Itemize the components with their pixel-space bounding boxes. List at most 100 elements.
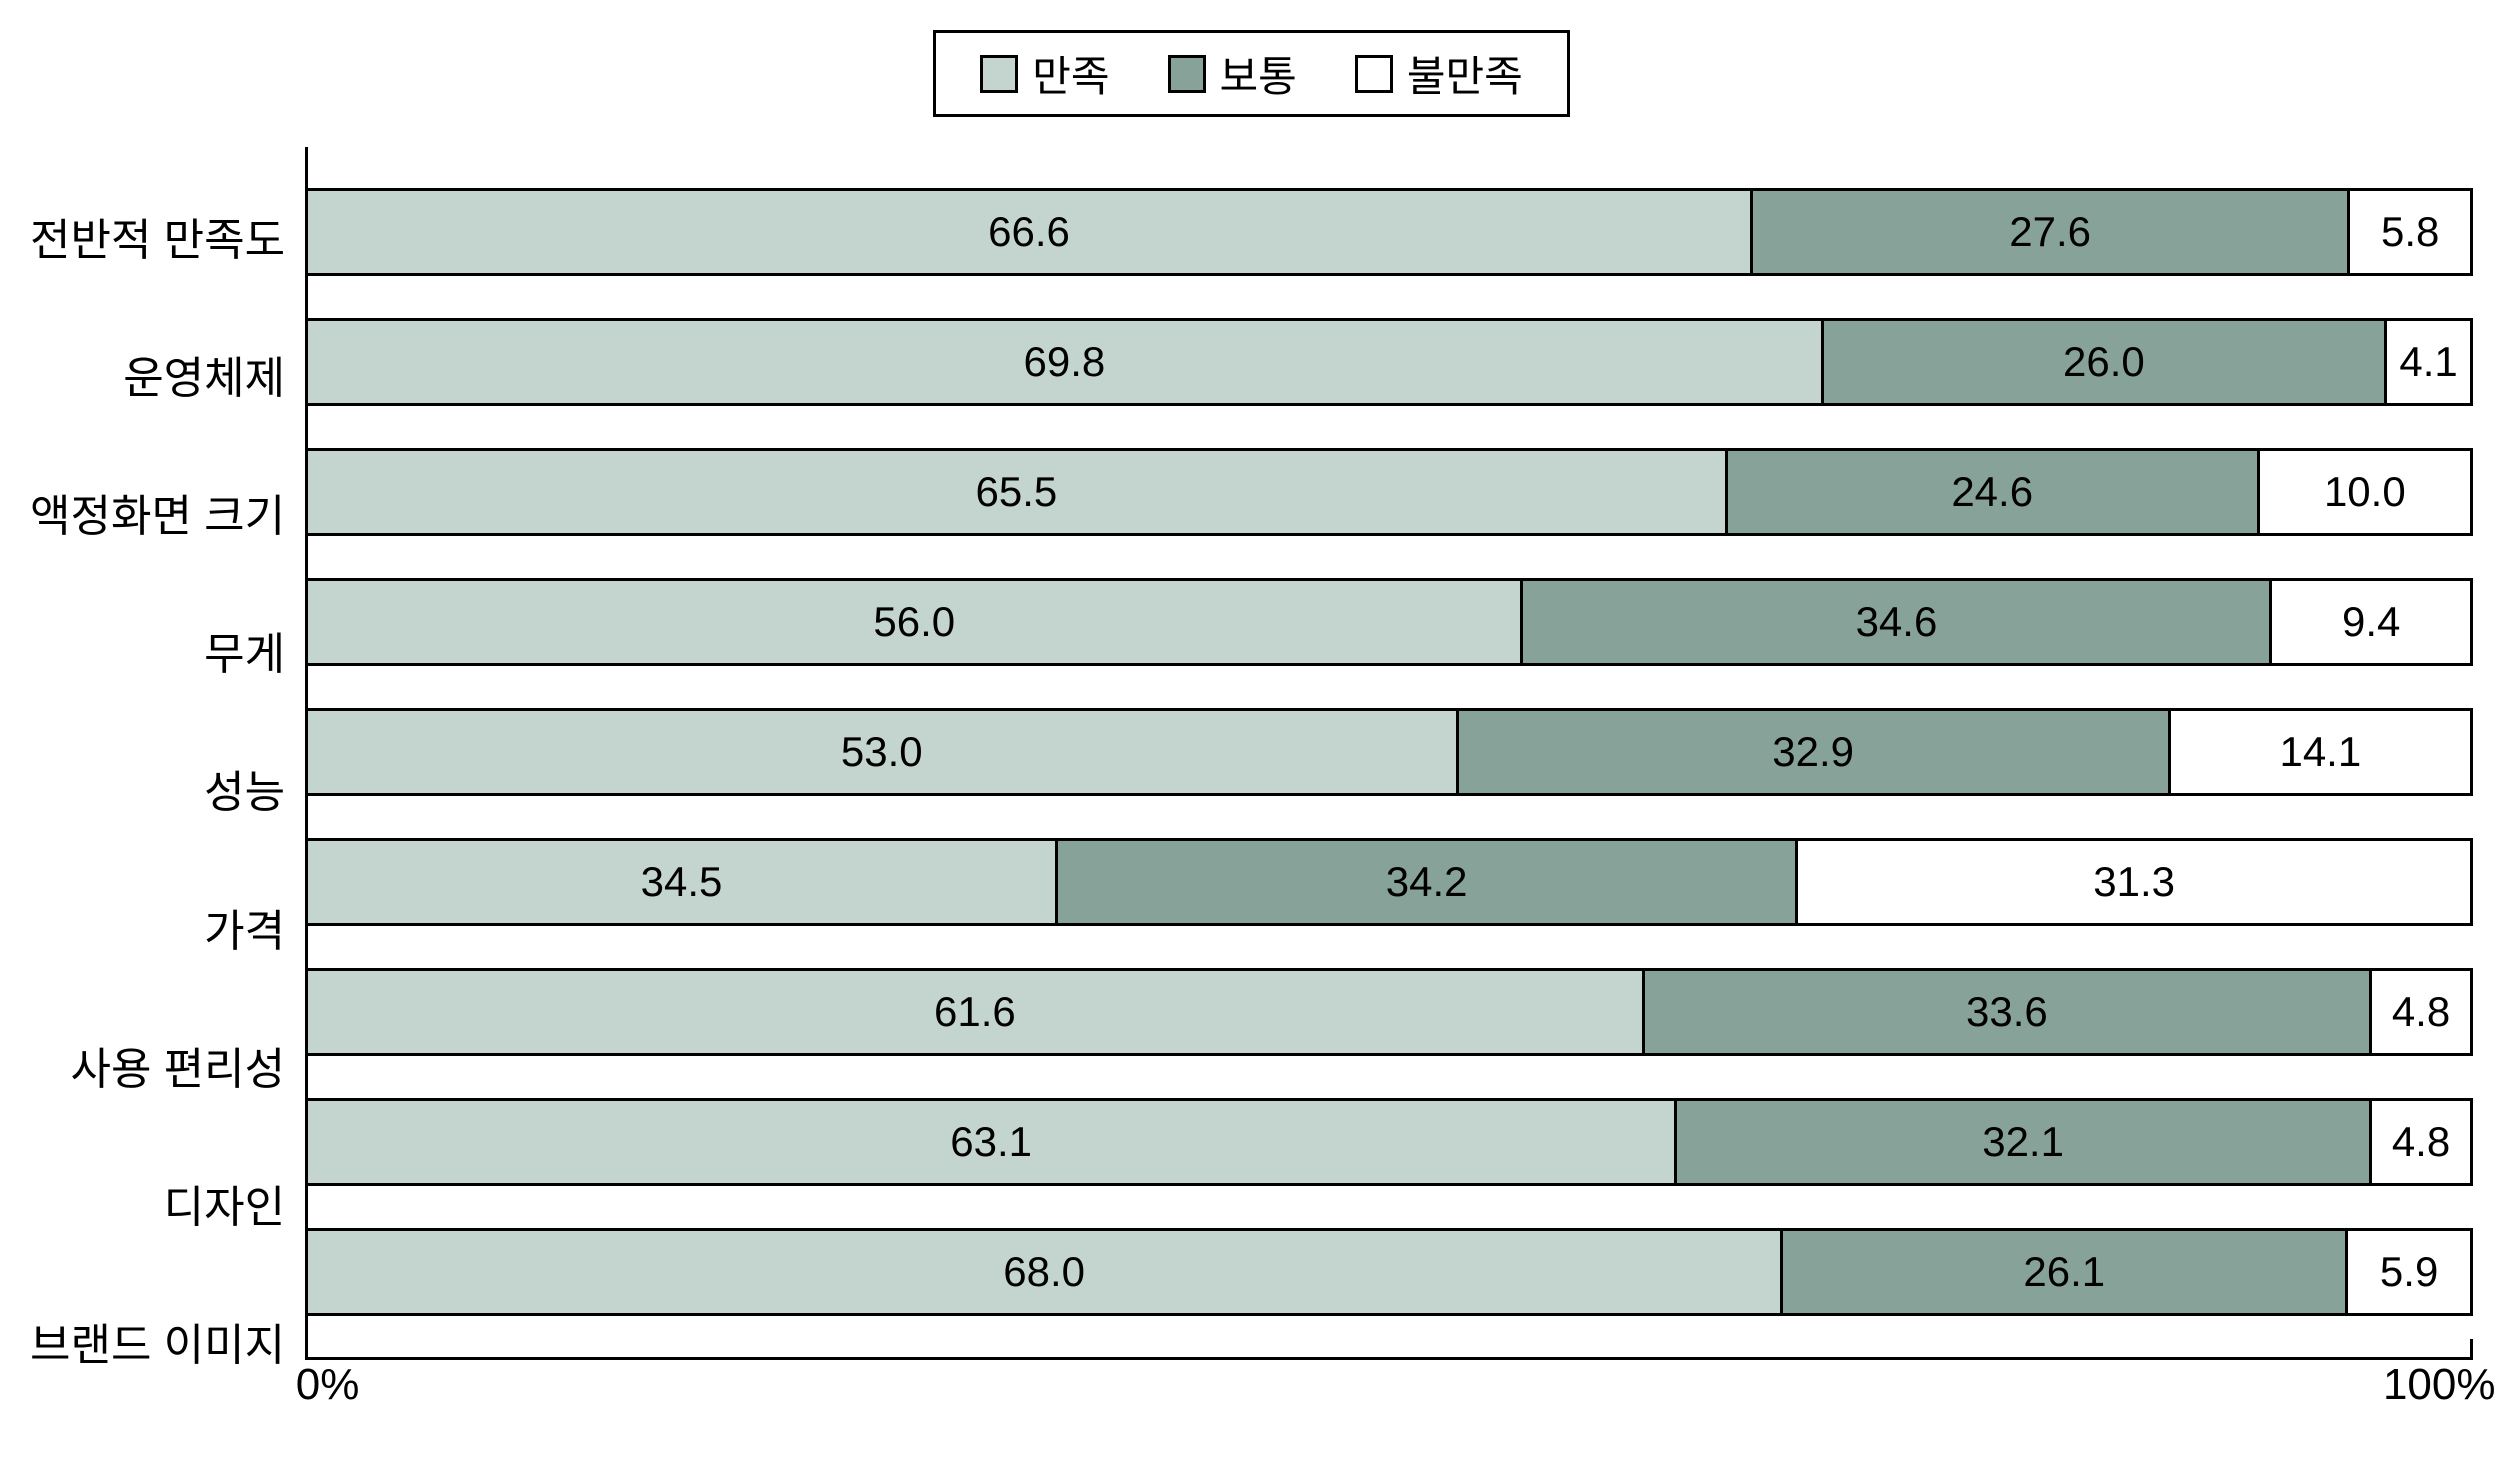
bar-segment-s2: 32.1	[1674, 1098, 2369, 1186]
bar-value: 61.6	[934, 988, 1016, 1036]
bar-value: 32.9	[1772, 728, 1854, 776]
y-label: 브랜드 이미지	[30, 1276, 285, 1406]
bar-segment-s1: 61.6	[308, 968, 1642, 1056]
bar-segment-s2: 26.0	[1821, 318, 2384, 406]
bar-segment-s3: 5.8	[2347, 188, 2473, 276]
bar-value: 34.6	[1856, 598, 1938, 646]
bar-row: 61.6 33.6 4.8	[308, 947, 2473, 1077]
bar-value: 69.8	[1024, 338, 1106, 386]
bar-row: 63.1 32.1 4.8	[308, 1077, 2473, 1207]
bar-value: 5.9	[2380, 1248, 2438, 1296]
bar-segment-s1: 34.5	[308, 838, 1055, 926]
bar: 56.0 34.6 9.4	[308, 578, 2473, 666]
bar-value: 34.5	[641, 858, 723, 906]
legend-swatch-s2	[1168, 55, 1206, 93]
bar-value: 26.1	[2023, 1248, 2105, 1296]
bar-value: 53.0	[841, 728, 923, 776]
bar-value: 10.0	[2324, 468, 2406, 516]
bar-row: 34.5 34.2 31.3	[308, 817, 2473, 947]
stacked-bar-chart: 만족 보통 불만족 전반적 만족도운영체제액정화면 크기무게성능가격사용 편리성디자…	[30, 30, 2473, 1430]
bar-segment-s1: 63.1	[308, 1098, 1674, 1186]
plot-area: 66.6 27.6 5.8 69.8 26.0 4.1 65.5 24.6 10.0 56.0 34…	[305, 147, 2473, 1360]
bar-segment-s3: 31.3	[1795, 838, 2473, 926]
y-label: 운영체제	[30, 309, 285, 439]
bar: 65.5 24.6 10.0	[308, 448, 2473, 536]
legend-item-s3: 불만족	[1355, 43, 1523, 104]
bar-value: 14.1	[2279, 728, 2361, 776]
bar-value: 34.2	[1386, 858, 1468, 906]
y-label: 액정화면 크기	[30, 447, 285, 577]
bar-segment-s3: 5.9	[2345, 1228, 2473, 1316]
bar-value: 65.5	[976, 468, 1058, 516]
plot: 전반적 만족도운영체제액정화면 크기무게성능가격사용 편리성디자인브랜드 이미지…	[30, 147, 2473, 1430]
bar-value: 33.6	[1966, 988, 2048, 1036]
bar-segment-s3: 14.1	[2168, 708, 2473, 796]
bar-segment-s1: 65.5	[308, 448, 1725, 536]
bar-row: 53.0 32.9 14.1	[308, 687, 2473, 817]
legend-item-s1: 만족	[980, 43, 1109, 104]
legend: 만족 보통 불만족	[30, 30, 2473, 117]
bar-segment-s1: 53.0	[308, 708, 1455, 796]
y-label: 전반적 만족도	[30, 171, 285, 301]
bar-segment-s1: 66.6	[308, 188, 1750, 276]
bar-segment-s3: 9.4	[2269, 578, 2472, 666]
bar-segment-s2: 34.6	[1520, 578, 2269, 666]
bar-segment-s2: 34.2	[1055, 838, 1795, 926]
y-label: 디자인	[30, 1138, 285, 1268]
bar-segment-s3: 4.8	[2369, 968, 2473, 1056]
bar: 34.5 34.2 31.3	[308, 838, 2473, 926]
bar: 66.6 27.6 5.8	[308, 188, 2473, 276]
x-tick-mark-100	[2470, 1339, 2473, 1357]
legend-label-s3: 불만족	[1407, 43, 1523, 104]
y-label: 성능	[30, 723, 285, 853]
y-axis-labels: 전반적 만족도운영체제액정화면 크기무게성능가격사용 편리성디자인브랜드 이미지	[30, 147, 305, 1430]
bar-value: 56.0	[873, 598, 955, 646]
bar-segment-s3: 4.8	[2369, 1098, 2473, 1186]
legend-label-s1: 만족	[1032, 43, 1109, 104]
bar-segment-s1: 56.0	[308, 578, 1520, 666]
bar-segment-s2: 24.6	[1725, 448, 2257, 536]
legend-swatch-s1	[980, 55, 1018, 93]
bar-value: 68.0	[1003, 1248, 1085, 1296]
bar-value: 66.6	[988, 208, 1070, 256]
y-label: 가격	[30, 862, 285, 992]
legend-swatch-s3	[1355, 55, 1393, 93]
bar: 69.8 26.0 4.1	[308, 318, 2473, 406]
bar-value: 63.1	[950, 1118, 1032, 1166]
bar-value: 26.0	[2063, 338, 2145, 386]
bar-value: 5.8	[2381, 208, 2439, 256]
legend-box: 만족 보통 불만족	[933, 30, 1569, 117]
bar-row: 65.5 24.6 10.0	[308, 427, 2473, 557]
bar: 63.1 32.1 4.8	[308, 1098, 2473, 1186]
bar-value: 4.8	[2392, 988, 2450, 1036]
bar-segment-s3: 4.1	[2384, 318, 2473, 406]
bar-segment-s2: 26.1	[1780, 1228, 2345, 1316]
legend-label-s2: 보통	[1220, 43, 1297, 104]
bar-value: 4.8	[2392, 1118, 2450, 1166]
x-tick-100: 100%	[2383, 1360, 2496, 1410]
bar-segment-s1: 68.0	[308, 1228, 1780, 1316]
bar-segment-s2: 27.6	[1750, 188, 2348, 276]
bar-value: 27.6	[2009, 208, 2091, 256]
bar-value: 9.4	[2342, 598, 2400, 646]
x-tick-0: 0%	[296, 1360, 360, 1410]
bar-row: 69.8 26.0 4.1	[308, 297, 2473, 427]
bar: 61.6 33.6 4.8	[308, 968, 2473, 1056]
bar-segment-s3: 10.0	[2257, 448, 2473, 536]
bar-value: 32.1	[1982, 1118, 2064, 1166]
bar-row: 66.6 27.6 5.8	[308, 167, 2473, 297]
bar-value: 24.6	[1951, 468, 2033, 516]
bar-segment-s2: 32.9	[1456, 708, 2168, 796]
bar-value: 31.3	[2093, 858, 2175, 906]
bar: 53.0 32.9 14.1	[308, 708, 2473, 796]
y-label: 무게	[30, 585, 285, 715]
bar: 68.0 26.1 5.9	[308, 1228, 2473, 1316]
x-axis: 0% 100%	[305, 1360, 2473, 1430]
bar-value: 4.1	[2399, 338, 2457, 386]
legend-item-s2: 보통	[1168, 43, 1297, 104]
y-label: 사용 편리성	[30, 1000, 285, 1130]
bar-row: 56.0 34.6 9.4	[308, 557, 2473, 687]
bar-row: 68.0 26.1 5.9	[308, 1207, 2473, 1337]
bar-segment-s1: 69.8	[308, 318, 1821, 406]
bar-segment-s2: 33.6	[1642, 968, 2369, 1056]
